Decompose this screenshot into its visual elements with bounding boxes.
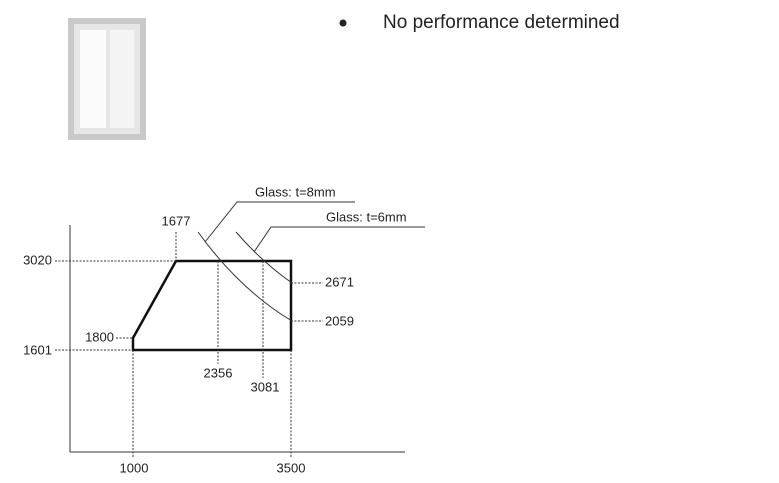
glass-6-leader [253, 226, 425, 253]
glass-6-curve [235, 231, 293, 284]
dim-label: 3500 [277, 460, 306, 475]
diagram: Glass: t=8mm Glass: t=6mm 3020 1601 1800… [23, 184, 425, 475]
glass-8-curve [197, 231, 293, 322]
dim-label: 3081 [251, 379, 280, 394]
thumbnail [68, 18, 146, 140]
dim-label: 2671 [325, 274, 354, 289]
range-outline [131, 259, 293, 352]
dim-label: 1800 [85, 329, 114, 344]
glass-8-leader [204, 201, 355, 243]
glass-6-label: Glass: t=6mm [326, 209, 407, 224]
dim-label: 2356 [204, 365, 233, 380]
glass-8-label: Glass: t=8mm [255, 184, 336, 199]
dim-label: 1601 [23, 342, 52, 357]
dim-label: 2059 [325, 313, 354, 328]
bullet-dot [339, 19, 347, 27]
dim-label: 1677 [162, 213, 191, 228]
dim-label: 3020 [23, 252, 52, 267]
dim-label: 1000 [120, 460, 149, 475]
bullet-text: No performance determined [383, 12, 620, 33]
